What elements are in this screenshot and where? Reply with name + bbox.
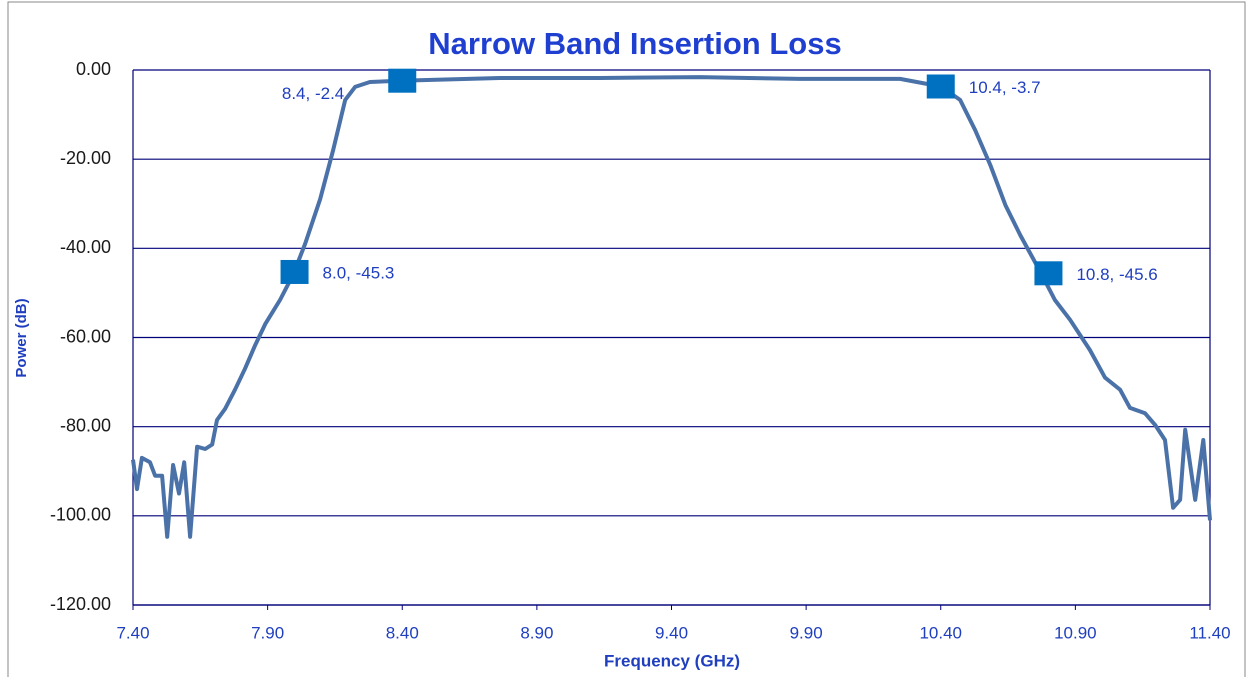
chart-title: Narrow Band Insertion Loss [428, 26, 841, 61]
x-tick-label: 8.40 [386, 623, 419, 642]
y-tick-label: -60.00 [60, 326, 111, 346]
x-axis-label: Frequency (GHz) [604, 651, 740, 670]
y-tick-label: -20.00 [60, 148, 111, 168]
y-tick-label: 0.00 [76, 59, 111, 79]
data-label: 10.4, -3.7 [969, 78, 1041, 97]
x-tick-label: 7.40 [116, 623, 149, 642]
data-label: 8.4, -2.4 [282, 84, 344, 103]
marker [280, 259, 309, 284]
marker [388, 68, 417, 93]
data-label: 10.8, -45.6 [1076, 265, 1157, 284]
x-tick-label: 10.40 [919, 623, 962, 642]
marker [1034, 261, 1063, 286]
x-tick-label: 11.40 [1189, 623, 1230, 642]
x-tick-label: 9.40 [655, 623, 688, 642]
y-tick-label: -40.00 [60, 237, 111, 257]
y-tick-label: -100.00 [50, 505, 111, 525]
marker [926, 74, 955, 99]
y-axis-label: Power (dB) [13, 298, 30, 377]
x-tick-label: 7.90 [251, 623, 284, 642]
data-label: 8.0, -45.3 [323, 263, 395, 282]
chart-frame [7, 1, 1246, 677]
x-tick-label: 10.90 [1054, 623, 1097, 642]
data-line [131, 75, 1212, 539]
x-tick-label: 9.90 [790, 623, 823, 642]
x-tick-label: 8.90 [520, 623, 553, 642]
y-tick-label: -120.00 [50, 594, 111, 614]
y-tick-label: -80.00 [60, 415, 111, 435]
